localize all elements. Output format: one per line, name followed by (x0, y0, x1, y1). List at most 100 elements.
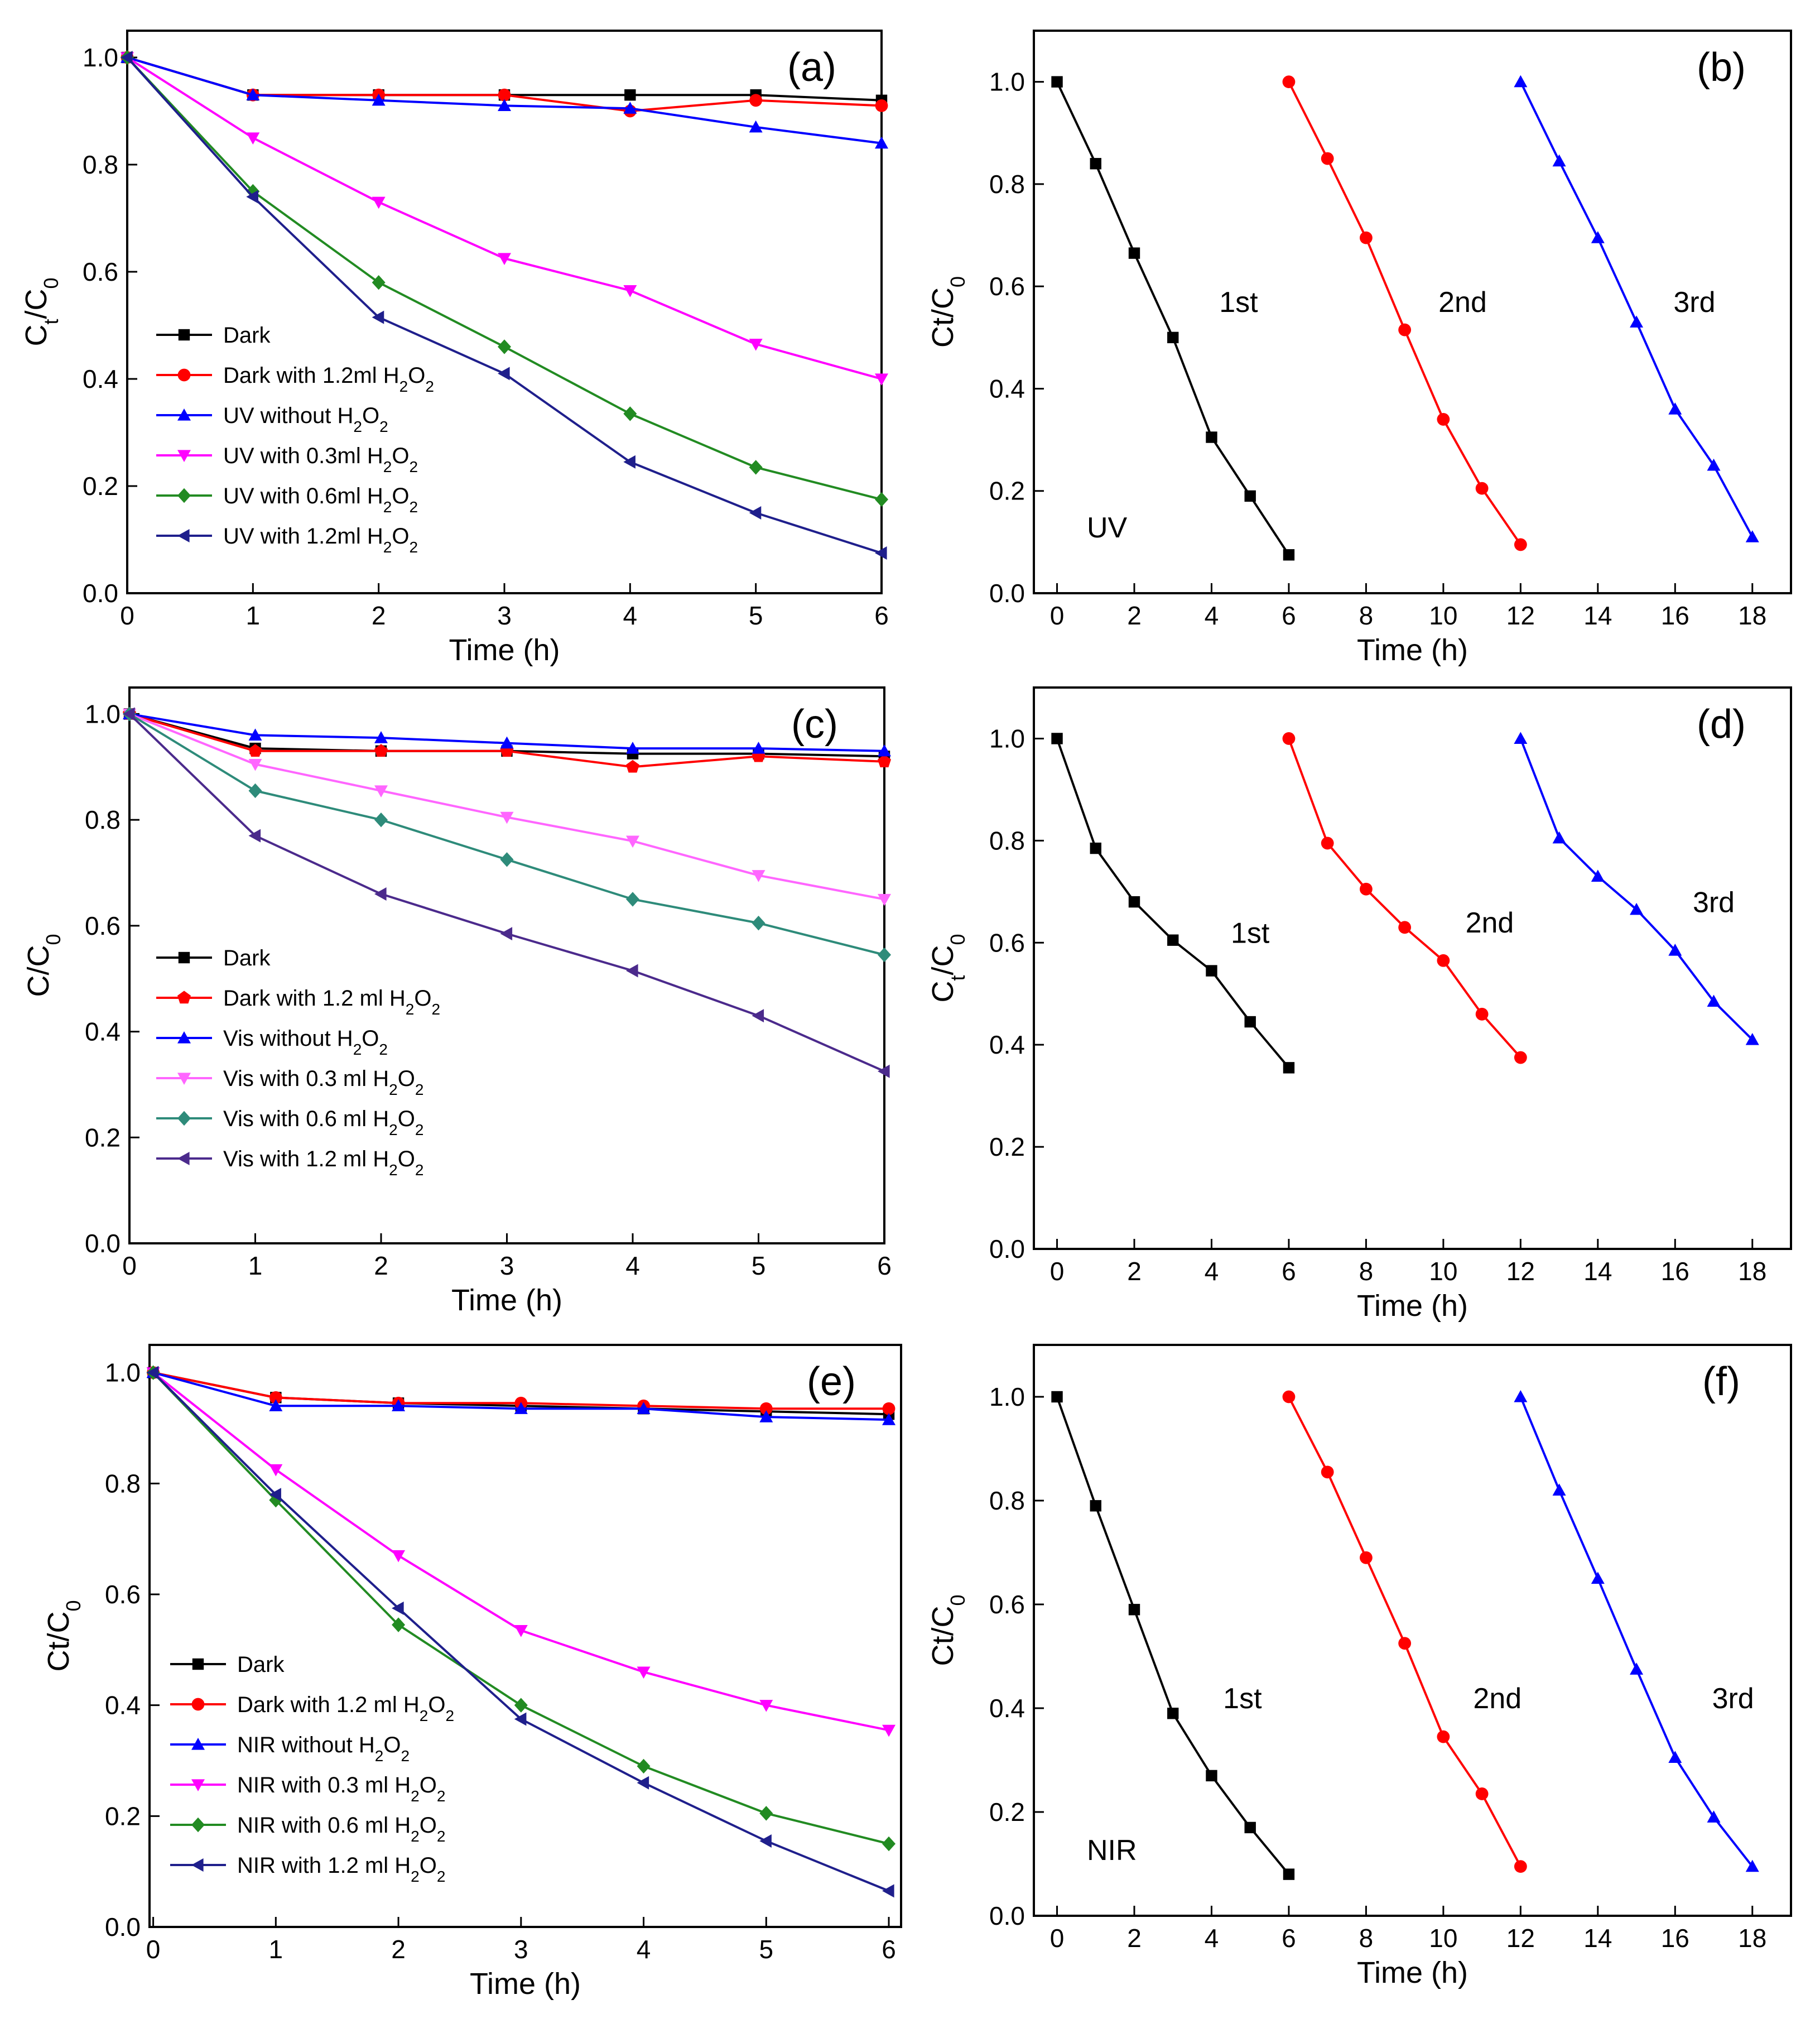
data-point (374, 731, 388, 743)
legend-label-text: Dark with 1.2ml H (223, 363, 399, 388)
legend-marker (178, 951, 190, 964)
y-tick-label: 0.8 (105, 1469, 141, 1498)
y-axis-title-sep: /C (926, 945, 960, 975)
data-point (1514, 538, 1527, 551)
data-point (1051, 76, 1063, 88)
y-axis-title-sub: 0 (946, 1594, 969, 1606)
panel-label: (d) (1697, 702, 1746, 747)
legend-label: Dark with 1.2 ml H2O2 (237, 1693, 454, 1724)
data-point (248, 758, 262, 771)
legend-marker (191, 1858, 204, 1872)
data-point (882, 1884, 894, 1898)
data-point (498, 253, 511, 265)
legend-marker (177, 408, 191, 421)
data-point (1514, 1860, 1527, 1873)
data-point (121, 51, 133, 64)
data-point (1282, 75, 1296, 89)
legend-marker (191, 1779, 205, 1791)
plot-frame (126, 30, 883, 594)
data-point (875, 546, 887, 560)
y-tick-label: 1.0 (989, 724, 1025, 753)
data-point (1321, 837, 1334, 850)
data-point (626, 892, 639, 907)
legend-label-sub: 2 (437, 1828, 446, 1845)
cycle-label: 1st (1231, 917, 1270, 949)
data-point (374, 785, 388, 797)
x-tick-label: 2 (391, 1935, 406, 1964)
data-point (500, 736, 514, 749)
legend-label-mid: O (398, 1107, 415, 1131)
legend-label-mid: O (383, 1733, 401, 1757)
y-tick-label: 0.2 (83, 472, 118, 501)
x-tick-label: 6 (882, 1935, 896, 1964)
y-tick-label: 1.0 (989, 1382, 1025, 1411)
x-tick-label: 0 (146, 1935, 161, 1964)
data-point (1167, 934, 1179, 946)
legend-label: Dark with 1.2 ml H2O2 (223, 986, 440, 1018)
series-nir-without-h2o2 (146, 1366, 896, 1425)
cycle-label: 3rd (1673, 286, 1715, 319)
y-tick-label: 0.2 (989, 1797, 1025, 1826)
legend-label-sub: 2 (383, 539, 392, 556)
data-point (1745, 530, 1759, 542)
data-point (1437, 1730, 1450, 1743)
data-point (1552, 1483, 1566, 1496)
y-tick-label: 0.8 (989, 826, 1025, 855)
x-axis-title: Time (h) (1357, 1956, 1468, 1989)
x-axis-title: Time (h) (1357, 1289, 1468, 1323)
x-tick-label: 14 (1583, 1924, 1612, 1953)
legend-item: Vis with 1.2 ml H2O2 (156, 1147, 423, 1179)
y-tick-label: 0.0 (989, 579, 1025, 608)
data-point (749, 460, 763, 475)
data-point (759, 1834, 772, 1848)
data-point (875, 99, 888, 112)
legend-label-sub: 2 (383, 458, 392, 475)
legend-label-text: Dark (237, 1652, 285, 1677)
legend-marker (177, 529, 190, 542)
data-point (1668, 1751, 1682, 1763)
legend-label: Vis with 0.3 ml H2O2 (223, 1066, 423, 1098)
y-tick-label: 0.2 (989, 1132, 1025, 1161)
data-point (372, 310, 384, 324)
legend-label-text: Vis with 0.3 ml H (223, 1066, 389, 1091)
data-point (1591, 869, 1605, 882)
x-tick-label: 18 (1738, 601, 1766, 630)
data-point (1514, 732, 1528, 744)
legend-label-sub: 2 (409, 498, 418, 516)
data-point (248, 744, 262, 757)
data-point (1244, 1821, 1256, 1834)
y-tick-label: 0.4 (989, 1694, 1025, 1723)
y-axis-title-main: Ct/C (42, 1612, 75, 1672)
x-tick-label: 8 (1359, 601, 1374, 630)
series-1st (1051, 733, 1295, 1074)
legend-label-sub: 2 (375, 1747, 384, 1765)
y-axis-title: Ct/C0 (926, 1594, 969, 1666)
data-point (1283, 549, 1295, 561)
x-tick-label: 4 (625, 1251, 640, 1280)
y-tick-label: 0.4 (83, 364, 118, 393)
data-point (372, 275, 386, 290)
data-point (878, 893, 891, 906)
x-tick-label: 0 (1050, 601, 1065, 630)
data-point (1360, 231, 1373, 244)
x-tick-label: 12 (1506, 601, 1535, 630)
series-uv-with-0-6ml-h2o2 (121, 50, 888, 507)
y-tick-label: 0.0 (989, 1234, 1025, 1263)
data-point (1282, 1390, 1296, 1403)
y-axis-title: Ct/C0 (926, 934, 969, 1002)
legend-label-text: Dark (223, 323, 271, 348)
x-tick-label: 6 (1282, 601, 1296, 630)
legend-label: Dark with 1.2ml H2O2 (223, 363, 434, 395)
legend-marker (177, 488, 191, 503)
x-tick-label: 0 (120, 601, 134, 630)
data-point (637, 1666, 651, 1679)
y-tick-label: 0.8 (989, 170, 1025, 199)
data-point (269, 1488, 281, 1502)
legend-label-sub: 2 (409, 539, 418, 556)
y-tick-label: 0.0 (83, 579, 118, 608)
x-tick-label: 4 (637, 1935, 651, 1964)
data-point (514, 1402, 528, 1414)
data-point (246, 190, 258, 204)
